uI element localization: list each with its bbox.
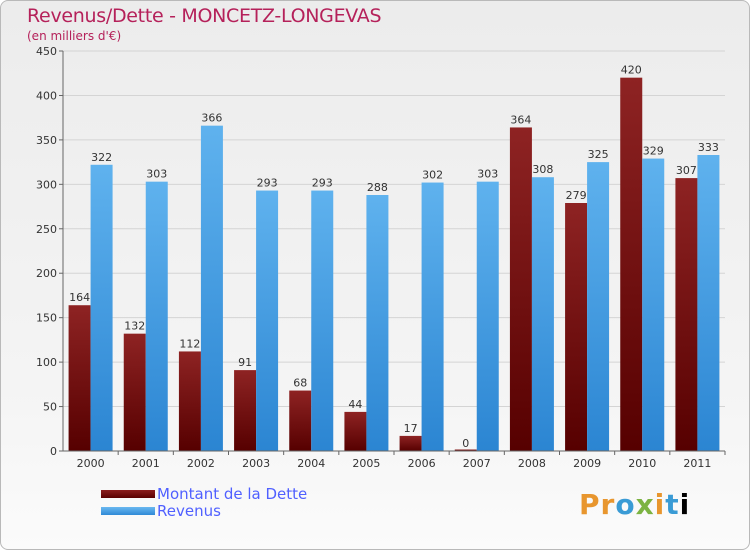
data-label-revenue: 333 (698, 141, 719, 154)
x-tick-label: 2004 (297, 457, 325, 470)
data-label-revenue: 308 (532, 163, 553, 176)
x-tick-label: 2010 (628, 457, 656, 470)
legend-swatch-debt (101, 489, 155, 498)
bar-debt (344, 411, 367, 451)
data-label-revenue: 366 (201, 112, 222, 125)
bar-revenue (587, 162, 610, 451)
bar-revenue (311, 190, 334, 452)
bar-debt (289, 390, 312, 451)
grid-lines (63, 50, 725, 452)
data-label-debt: 164 (69, 291, 90, 304)
bar-revenue (200, 125, 223, 452)
bar-debt (620, 77, 643, 452)
data-label-debt: 364 (510, 113, 531, 126)
axes-group: 0 50 100 150 200 250 300 350 400 450 2000 2001 2002 2… (36, 45, 726, 470)
bar-revenue (256, 190, 279, 452)
x-tick-label: 2006 (408, 457, 436, 470)
data-label-debt: 307 (676, 164, 697, 177)
x-tick-label: 2009 (573, 457, 601, 470)
legend-label-revenue: Revenus (157, 501, 221, 520)
proxiti-logo: Proxiti (579, 488, 691, 521)
y-tick-label: 100 (36, 356, 57, 369)
data-label-revenue: 322 (91, 151, 112, 164)
y-tick-label: 200 (36, 267, 57, 280)
bar-revenue (476, 181, 499, 451)
bar-revenue (642, 158, 665, 452)
legend-item-revenue: Revenus (101, 501, 307, 520)
x-tick-label: 2007 (463, 457, 491, 470)
y-tick-label: 300 (36, 178, 57, 191)
bar-revenue (531, 177, 554, 451)
data-label-debt: 420 (621, 64, 642, 77)
y-tick-label: 450 (36, 45, 57, 58)
data-label-debt: 279 (566, 189, 587, 202)
bar-debt (399, 435, 422, 451)
data-label-debt: 68 (293, 377, 307, 390)
y-tick-label: 250 (36, 223, 57, 236)
x-tick-label: 2011 (683, 457, 711, 470)
data-label-revenue: 303 (146, 168, 167, 181)
x-tick-label: 2008 (518, 457, 546, 470)
data-label-debt: 91 (238, 356, 252, 369)
bar-debt (509, 127, 532, 451)
data-label-revenue: 303 (477, 168, 498, 181)
y-tick-label: 50 (43, 401, 57, 414)
bar-revenue (697, 155, 720, 451)
data-label-debt: 17 (404, 422, 418, 435)
data-label-revenue: 293 (312, 177, 333, 190)
data-label-revenue: 329 (643, 145, 664, 158)
y-tick-label: 150 (36, 312, 57, 325)
bar-revenue (145, 181, 168, 451)
bar-debt (675, 178, 698, 451)
y-tick-label: 0 (50, 445, 57, 458)
data-label-revenue: 288 (367, 181, 388, 194)
bar-debt (178, 351, 201, 451)
bar-debt (123, 333, 146, 451)
data-label-debt: 112 (179, 337, 200, 350)
bar-debt (234, 370, 257, 451)
data-label-revenue: 293 (257, 177, 278, 190)
chart-subtitle: (en milliers d'€) (27, 29, 122, 43)
y-tick-label: 400 (36, 89, 57, 102)
data-label-debt: 132 (124, 320, 145, 333)
bar-debt (565, 203, 588, 451)
bar-revenue (421, 182, 444, 452)
bar-debt (454, 449, 477, 451)
bar-revenue (366, 195, 389, 451)
data-label-revenue: 302 (422, 169, 443, 182)
legend-swatch-revenue (101, 506, 155, 515)
legend: Montant de la Dette Revenus (101, 484, 308, 520)
bars-group: 164 322 132 303 112 366 91 293 68 293 44 288 17 302 0 3… (68, 64, 720, 452)
y-tick-label: 350 (36, 134, 57, 147)
x-tick-label: 2002 (187, 457, 215, 470)
chart-title: Revenus/Dette - MONCETZ-LONGEVAS (27, 5, 382, 27)
data-label-debt: 44 (348, 398, 362, 411)
legend-label-debt: Montant de la Dette (157, 484, 308, 503)
x-tick-label: 2005 (352, 457, 380, 470)
bar-revenue (90, 164, 113, 451)
x-tick-label: 2000 (77, 457, 105, 470)
x-tick-label: 2001 (132, 457, 160, 470)
x-tick-label: 2003 (242, 457, 270, 470)
bar-debt (68, 305, 91, 451)
legend-item-debt: Montant de la Dette (101, 484, 308, 503)
data-label-revenue: 325 (588, 148, 609, 161)
data-label-debt: 0 (462, 437, 469, 450)
